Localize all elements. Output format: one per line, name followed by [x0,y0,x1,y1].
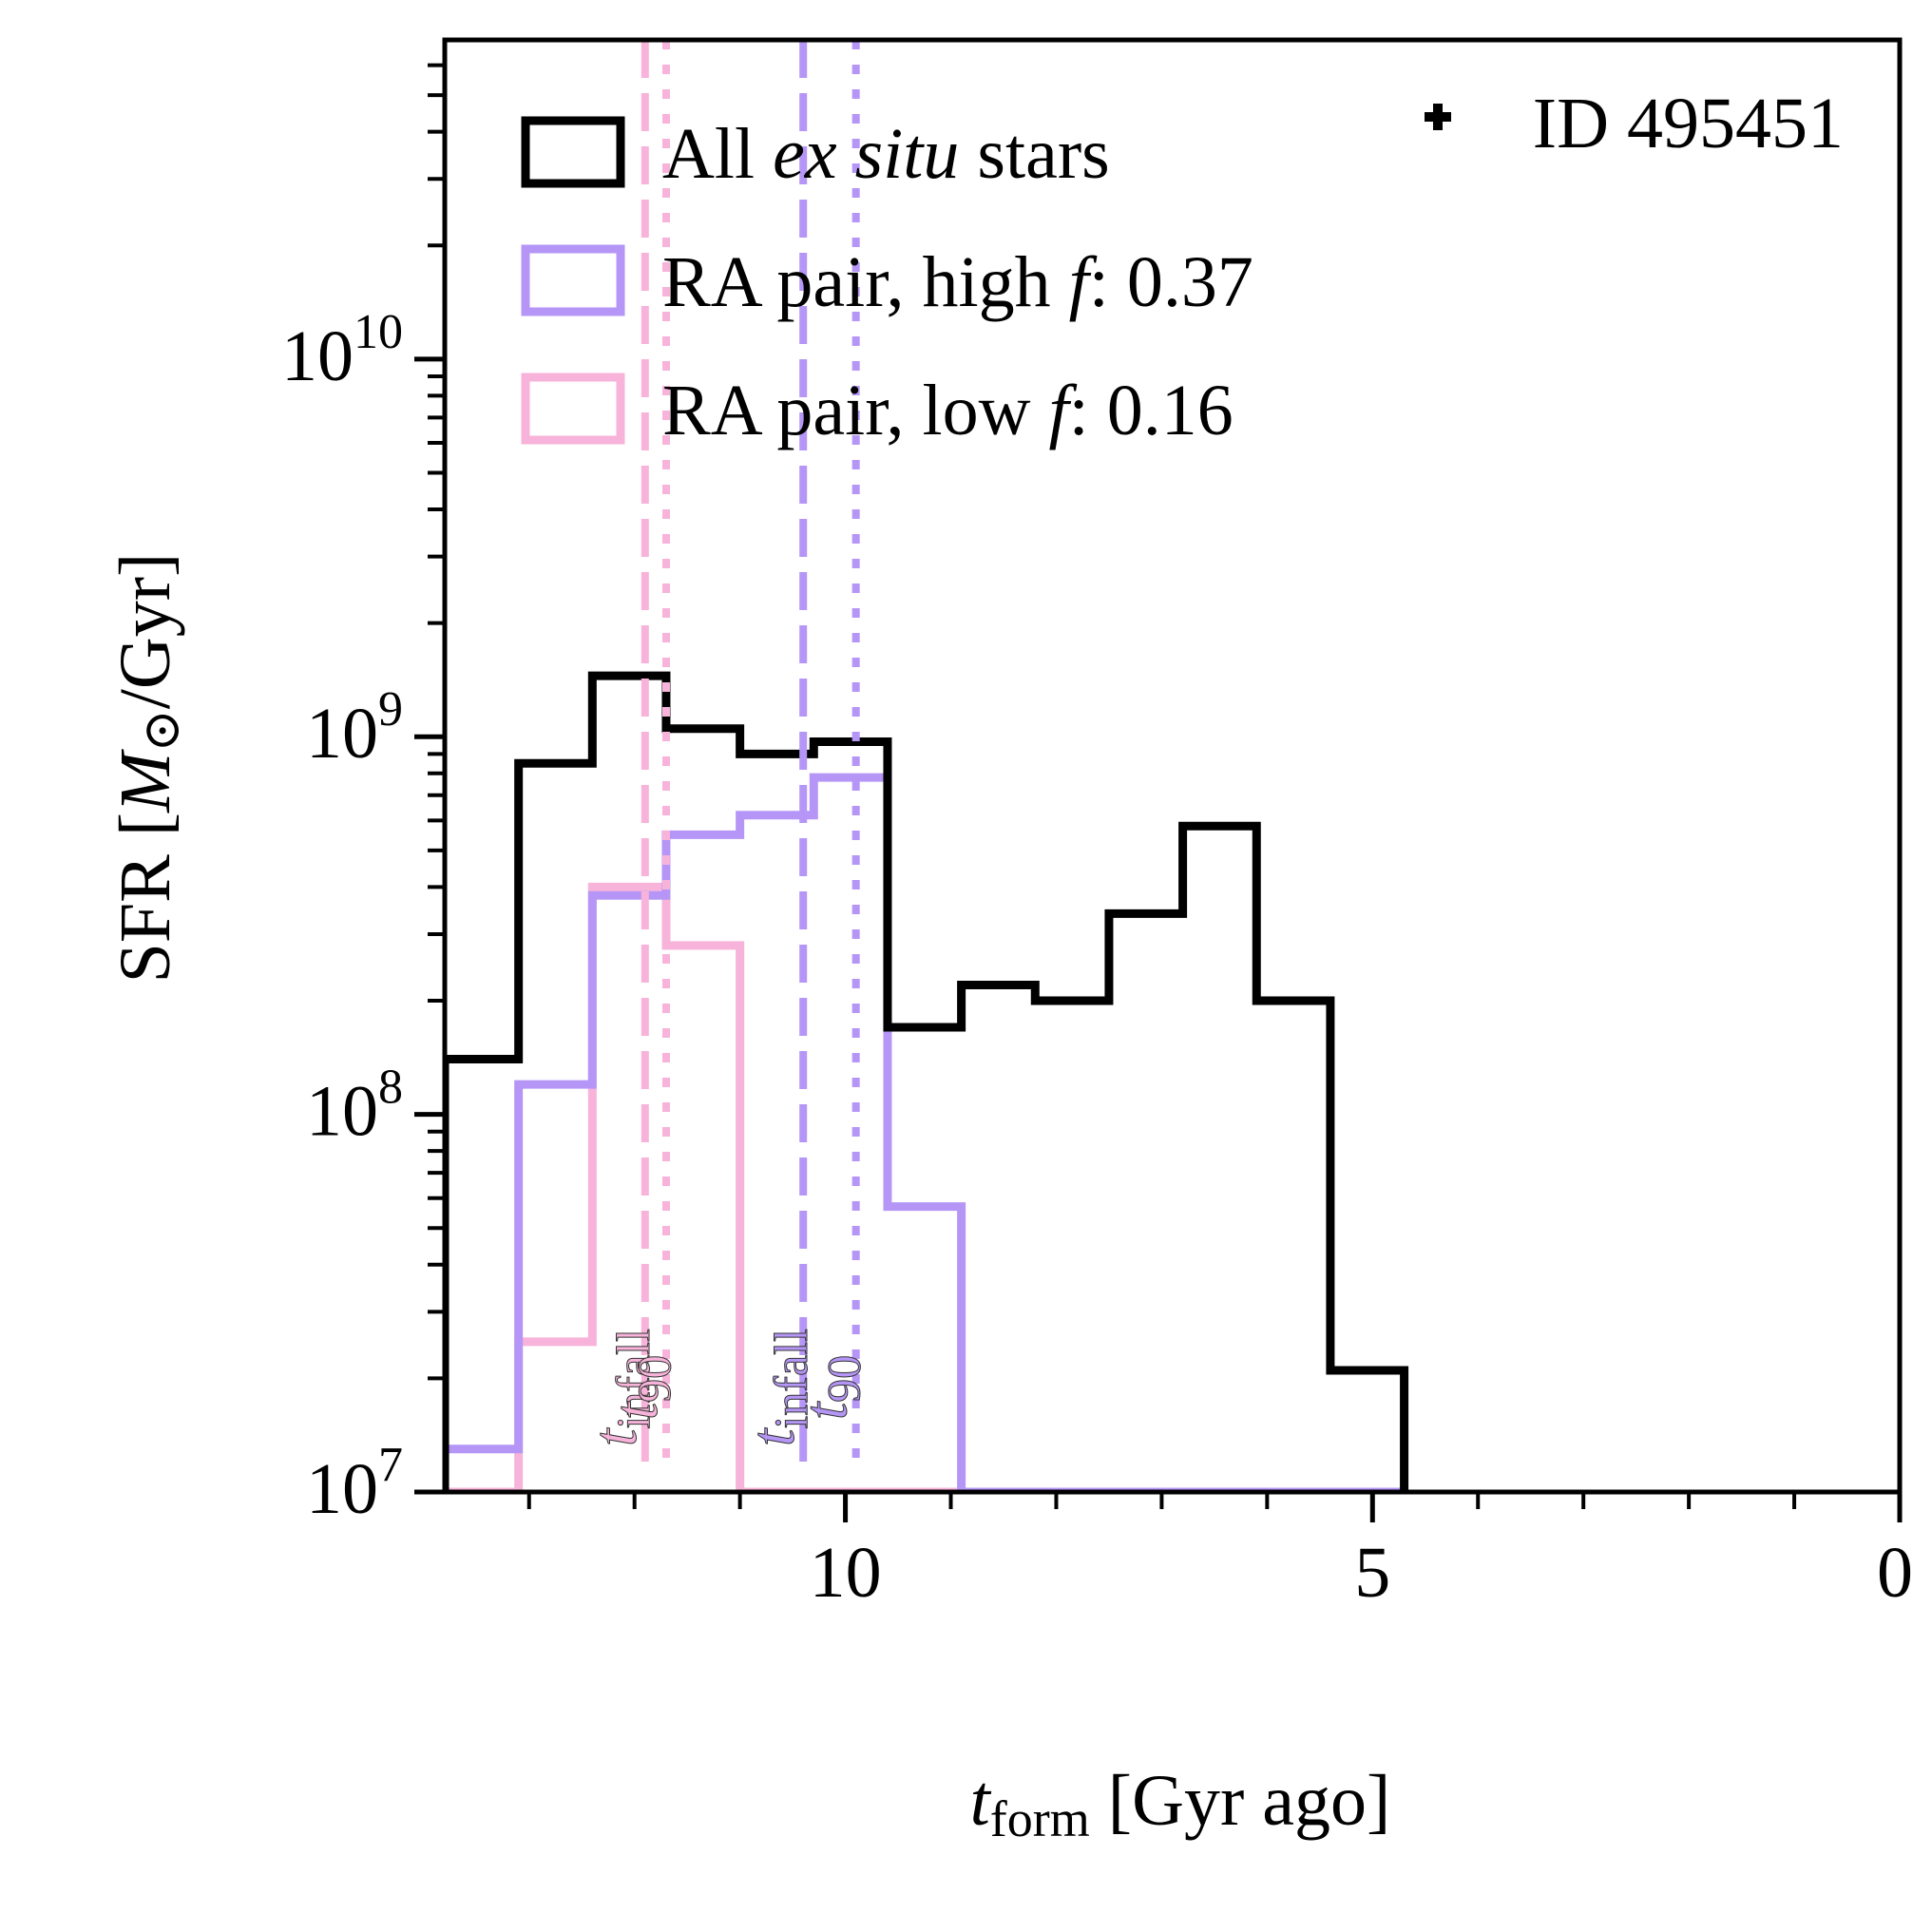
y-tick-label: 1010 [281,305,403,396]
vline-label-sub: infall [764,1329,817,1429]
legend-label-post: stars [959,114,1109,194]
legend-label-0: All ex situ stars [662,114,1110,194]
legend-label-post: : 0.16 [1069,371,1234,450]
legend-label-pre: All [662,114,773,194]
y-axis-label-pre: SFR [ [105,813,185,984]
y-axis-label: SFR [M⊙/Gyr] [105,553,190,984]
vline-label-var: t [792,1401,861,1420]
x-axis-label-sub: form [990,1790,1090,1847]
x-axis-label: tform [Gyr ago] [970,1761,1391,1847]
y-tick-label-exp: 7 [378,1438,403,1492]
vline-label-var: t [581,1427,650,1446]
y-tick-label-base: 10 [306,1449,378,1529]
legend-label-1: RA pair, high f: 0.37 [662,242,1253,322]
legend-swatch-2 [521,373,625,445]
vline-label-sub: 90 [627,1355,680,1403]
y-tick-label: 109 [306,682,403,774]
vline-label-2: tinfall [738,1329,817,1446]
vline-label-var: t [738,1427,808,1446]
y-tick-label-exp: 9 [378,682,403,736]
plot-frame [442,37,1903,1495]
y-axis-label-var: M [105,749,185,813]
vline-label-3: t90 [792,1355,870,1420]
histogram-ra-pair-high-f-0-37 [445,773,1405,1492]
vline-label-0: tinfall [581,1329,660,1446]
x-axis-label-var: t [970,1761,992,1841]
y-tick-label-base: 10 [306,1072,378,1152]
y-axis-label-sym: ⊙ [133,709,190,752]
legend-label-italic: ex situ [773,114,959,194]
x-tick-label: 10 [810,1533,882,1613]
y-tick-label-base: 10 [281,316,354,396]
x-axis: 10 5 0 [526,1492,1913,1613]
x-tick-label: 5 [1354,1533,1390,1613]
y-tick-label: 108 [306,1061,403,1152]
y-tick-label-exp: 8 [378,1061,403,1115]
y-tick-label-base: 10 [306,694,378,774]
legend-label-pre: RA pair, low [662,371,1049,450]
plus-marker-vertical [1433,104,1443,130]
histogram-layer [445,671,1409,1492]
galaxy-id-annotation: ID 495451 [1425,84,1844,163]
x-axis-label-rest: [Gyr ago] [1090,1761,1391,1841]
vline-label-var: t [602,1401,671,1420]
vline-label-sub: 90 [817,1355,870,1403]
vline-label-1: t90 [602,1355,680,1420]
legend-label-post: : 0.37 [1089,242,1253,322]
legend-swatch-1 [521,244,625,316]
y-tick-label: 107 [306,1438,403,1529]
x-tick-label: 0 [1877,1533,1913,1613]
legend-label-2: RA pair, low f: 0.16 [662,371,1234,450]
vline-label-sub: infall [606,1329,660,1429]
legend-label-pre: RA pair, high [662,242,1069,322]
y-tick-label-exp: 10 [354,305,403,359]
galaxy-id-text: ID 495451 [1533,84,1844,163]
histogram-all-ex-situ-stars [445,671,1409,1492]
legend-swatch-0 [521,116,625,188]
y-axis-label-post: /Gyr] [105,553,185,710]
